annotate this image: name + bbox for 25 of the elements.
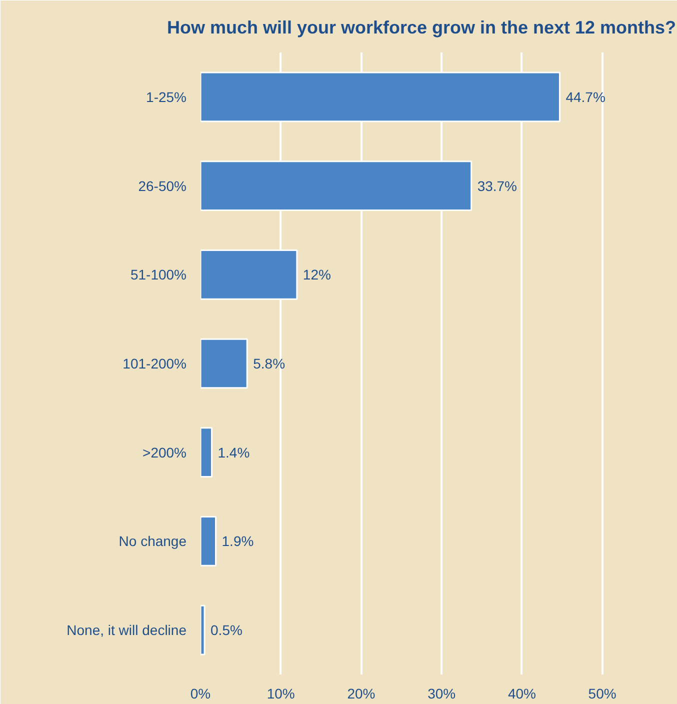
chart-title: How much will your workforce grow in the next 12 months? [166,18,676,38]
bar [200,338,248,389]
data-label: 44.7% [566,88,606,105]
y-tick-label: 51-100% [130,266,187,283]
data-label: 12% [302,266,331,283]
x-tick-label: 50% [588,686,616,702]
y-tick-label: 26-50% [138,178,187,194]
bar [200,604,206,656]
x-tick-label: 0% [190,686,211,702]
x-tick-label: 10% [266,686,295,702]
data-label: 5.8% [253,356,286,372]
y-tick-label: 101-200% [122,356,186,372]
y-tick-label: >200% [142,444,186,460]
data-label: 33.7% [477,178,518,194]
y-tick-label: No change [118,533,187,550]
y-tick-label: 1-25% [146,88,186,105]
bar [200,516,217,566]
data-label: 0.5% [210,622,242,638]
x-tick-label: 40% [508,686,536,702]
bar [200,427,212,478]
data-label: 1.4% [218,444,250,460]
x-tick-label: 20% [347,686,376,702]
y-tick-label: None, it will decline [66,622,187,638]
data-label: 1.9% [222,533,254,550]
x-tick-label: 30% [428,686,456,702]
